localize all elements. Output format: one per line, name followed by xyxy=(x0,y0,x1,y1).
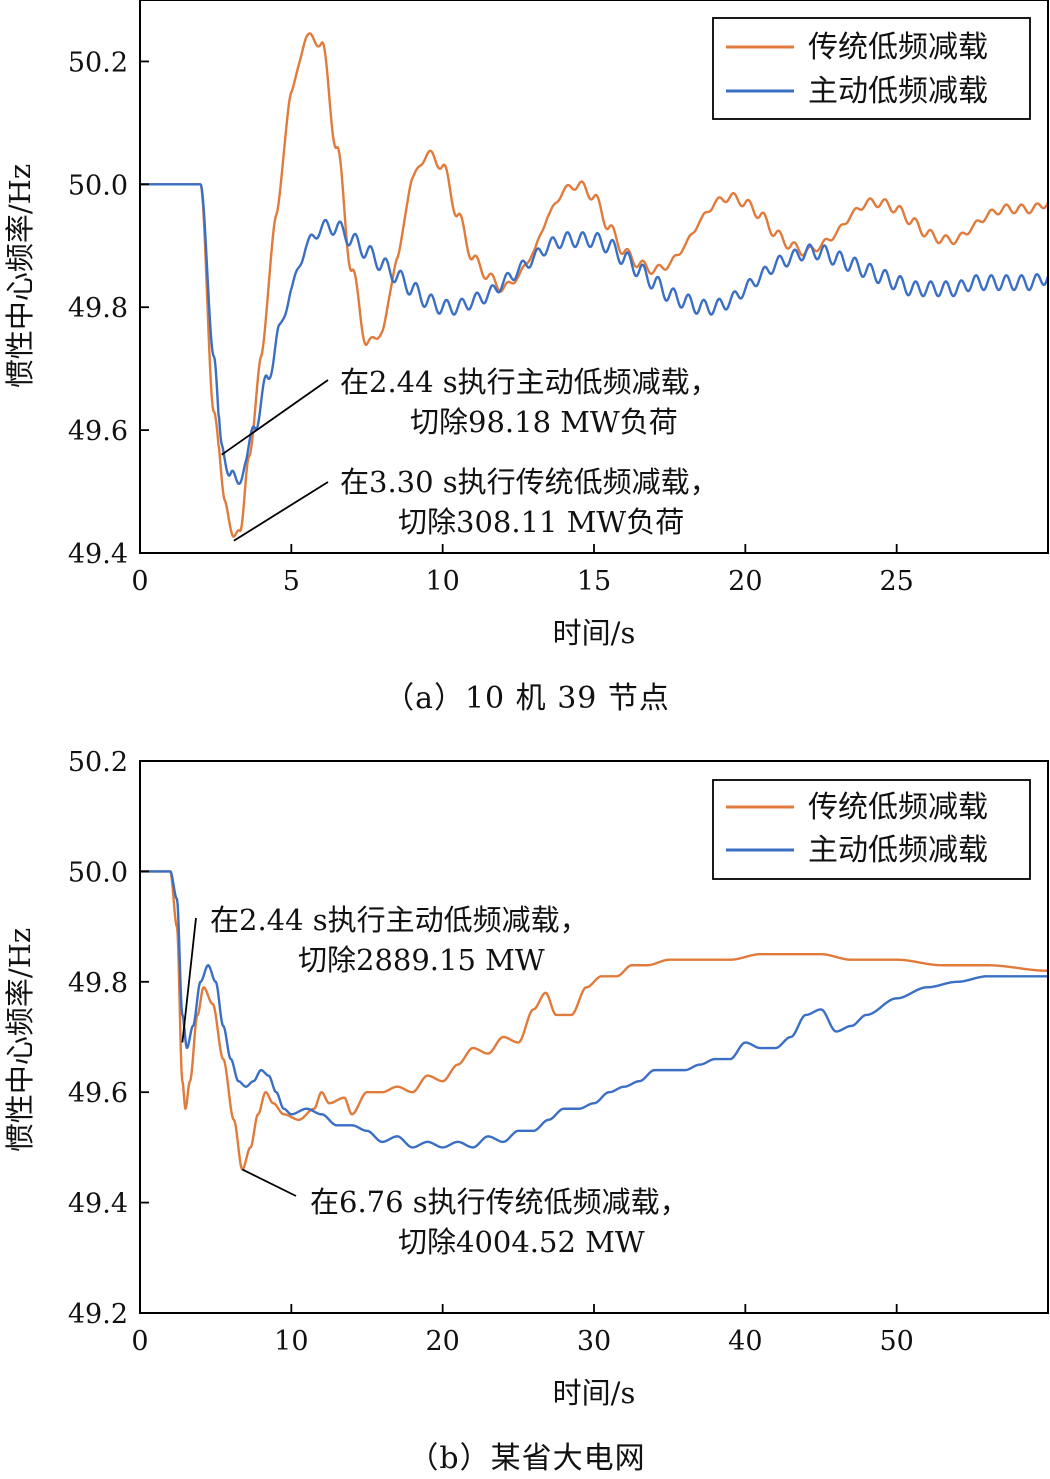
chart-a-legend: 传统低频减载 主动低频减载 xyxy=(712,17,1031,120)
chart-b-caption: （b）某省大电网 xyxy=(408,1441,645,1476)
chart-a-x-tick-label: 15 xyxy=(577,566,611,597)
chart-a-y-tick-label: 49.6 xyxy=(68,416,128,447)
chart-b-series-line-active xyxy=(139,870,1049,1149)
chart-a-annotation-traditional-line1: 在3.30 s执行传统低频减载， xyxy=(340,465,719,499)
chart-a-y-tick-label: 49.8 xyxy=(68,293,128,324)
chart-b-x-tick-label: 10 xyxy=(274,1326,308,1357)
chart-b-y-tick-label: 50.0 xyxy=(68,857,128,888)
chart-a-caption: （a）10 机 39 节点 xyxy=(384,681,670,716)
chart-a-y-tick-label: 49.4 xyxy=(68,539,128,570)
chart-a-x-tick-label: 20 xyxy=(728,566,762,597)
chart-a-legend-label-active: 主动低频减载 xyxy=(808,74,988,109)
chart-b-x-tick-label: 0 xyxy=(131,1326,148,1357)
chart-a-legend-label-traditional: 传统低频减载 xyxy=(808,30,988,65)
chart-b-y-tick-label: 50.2 xyxy=(68,747,128,778)
chart-b-y-tick-label: 49.2 xyxy=(68,1299,128,1330)
chart-a-annotation-active-line1: 在2.44 s执行主动低频减载， xyxy=(340,365,719,399)
chart-b-legend-box xyxy=(712,779,1031,880)
chart-a-y-tick-label: 50.2 xyxy=(68,47,128,78)
chart-a-series xyxy=(139,32,1050,538)
chart-a-series-line-traditional xyxy=(139,32,1050,538)
chart-a-x-tick-label: 25 xyxy=(879,566,913,597)
chart-b-y-axis-label: 惯性中心频率/Hz xyxy=(3,928,37,1152)
chart-b-legend: 传统低频减载 主动低频减载 xyxy=(712,779,1031,880)
chart-a-ticks: 0 5 10 15 20 25 49.4 49.6 49.8 50.0 50.2 xyxy=(68,47,914,597)
chart-b-annotation-traditional-line2: 切除4004.52 MW xyxy=(398,1225,645,1259)
chart-a-annotation-traditional-line2: 切除308.11 MW负荷 xyxy=(398,505,684,539)
chart-a-annotation-active-line2: 切除98.18 MW负荷 xyxy=(410,405,678,439)
chart-b-x-tick-label: 20 xyxy=(425,1326,459,1357)
chart-a-annotation-leader-active xyxy=(221,379,329,456)
chart-b-y-tick-label: 49.6 xyxy=(68,1078,128,1109)
chart-b-x-tick-label: 50 xyxy=(879,1326,913,1357)
chart-b-annotation-active-line1: 在2.44 s执行主动低频减载， xyxy=(210,903,589,937)
chart-a-x-tick-label: 5 xyxy=(283,566,300,597)
chart-b-x-tick-label: 30 xyxy=(577,1326,611,1357)
chart-b-series xyxy=(139,870,1049,1171)
chart-b-x-tick-label: 40 xyxy=(728,1326,762,1357)
chart-a: 0 5 10 15 20 25 49.4 49.6 49.8 50.0 50.2 在2.44 s执行… xyxy=(3,0,1050,716)
chart-a-series-line-active xyxy=(139,183,1050,486)
chart-b-legend-label-active: 主动低频减载 xyxy=(808,833,988,868)
chart-a-x-axis-label: 时间/s xyxy=(553,616,636,650)
chart-b-y-tick-label: 49.8 xyxy=(68,968,128,999)
chart-a-x-tick-label: 10 xyxy=(425,566,459,597)
chart-b-series-line-traditional xyxy=(139,870,1049,1171)
chart-b-annotation-traditional-line1: 在6.76 s执行传统低频减载， xyxy=(310,1185,689,1219)
chart-a-legend-box xyxy=(712,17,1031,120)
chart-b-y-tick-label: 49.4 xyxy=(68,1189,128,1220)
chart-b-legend-label-traditional: 传统低频减载 xyxy=(808,790,988,825)
chart-b-annotation-active-line2: 切除2889.15 MW xyxy=(298,943,545,977)
chart-b: 0 10 20 30 40 50 49.2 49.4 49.6 49.8 50.0 50.2 在2.4… xyxy=(3,747,1049,1476)
chart-b-x-axis-label: 时间/s xyxy=(553,1376,636,1410)
chart-b-annotation-leader-active xyxy=(181,917,197,1043)
chart-a-annotation-leader-traditional xyxy=(233,481,329,542)
chart-a-x-tick-label: 0 xyxy=(131,566,148,597)
chart-b-ticks: 0 10 20 30 40 50 49.2 49.4 49.6 49.8 50.0 50.2 xyxy=(68,747,914,1357)
chart-a-y-tick-label: 50.0 xyxy=(68,170,128,201)
chart-b-annotation-leader-traditional xyxy=(241,1168,297,1197)
chart-a-y-axis-label: 惯性中心频率/Hz xyxy=(3,164,37,388)
